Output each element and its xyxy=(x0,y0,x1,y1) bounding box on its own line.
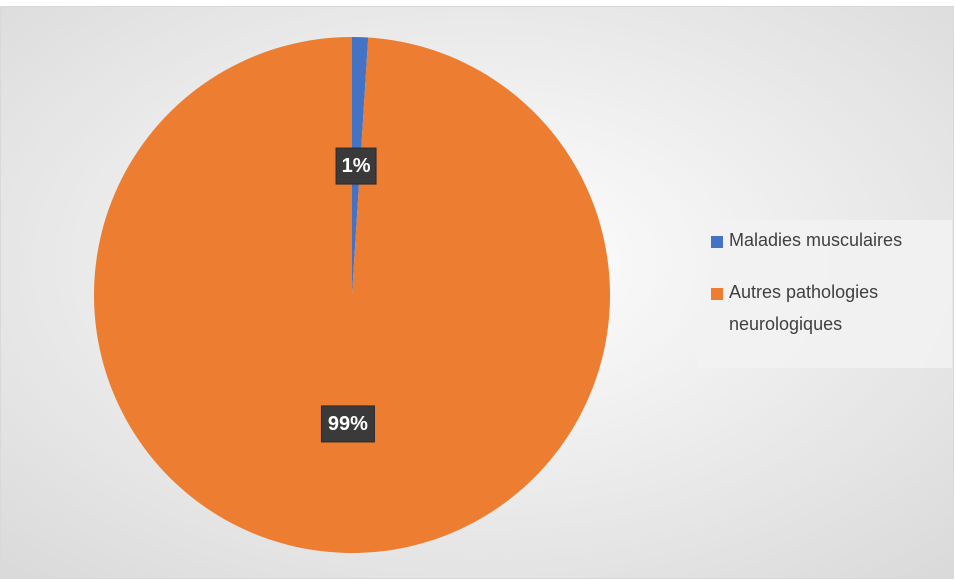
legend-label: Autres pathologies neurologiques xyxy=(729,282,879,334)
pie-slice xyxy=(93,37,610,553)
data-label: 1% xyxy=(342,155,371,177)
data-label-box xyxy=(320,405,375,443)
legend-swatch xyxy=(711,288,723,300)
data-label-group: 1% xyxy=(335,147,377,185)
data-label-group: 99% xyxy=(320,405,375,443)
legend-swatch xyxy=(711,236,723,248)
legend-label: Maladies musculaires xyxy=(729,230,903,250)
legend: Maladies musculaires Autres pathologies n… xyxy=(697,220,952,368)
data-label: 99% xyxy=(328,413,368,435)
data-label-box xyxy=(335,147,377,185)
legend-entry: Maladies musculaires xyxy=(711,230,952,256)
legend-entry: Autres pathologies neurologiques xyxy=(711,282,952,340)
